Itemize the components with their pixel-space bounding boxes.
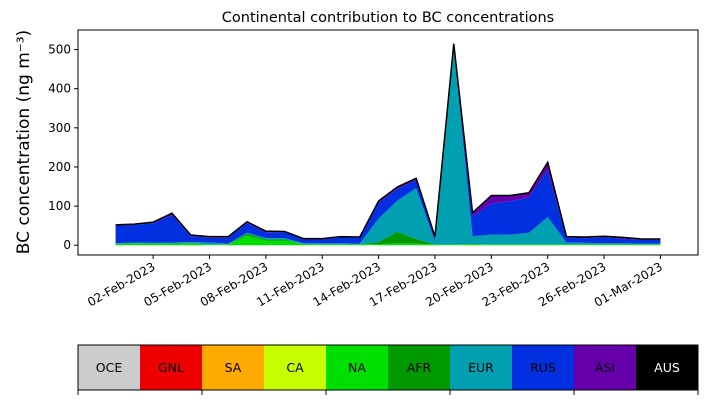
legend-label: OCE [96, 360, 123, 375]
y-tick-label: 200 [48, 160, 71, 174]
legend-label: SA [225, 360, 242, 375]
legend-swatch-oce [78, 345, 141, 390]
legend-label: NA [348, 360, 366, 375]
legend-swatch-na [326, 345, 389, 390]
legend-swatch-eur [450, 345, 513, 390]
legend-swatch-sa [202, 345, 265, 390]
plot-frame [77, 29, 699, 256]
y-axis-label: BC concentration (ng m⁻³) [14, 30, 34, 254]
legend-label: ASI [595, 360, 615, 375]
legend-label: GNL [158, 360, 184, 375]
legend-swatch-asi [574, 345, 637, 390]
legend-label: EUR [468, 360, 494, 375]
y-tick-label: 0 [63, 238, 71, 252]
area-rus [115, 44, 661, 244]
y-tick-label: 400 [48, 82, 71, 96]
area-na [115, 235, 661, 246]
y-tick-label: 100 [48, 199, 71, 213]
area-afr [115, 231, 661, 245]
legend-frame [77, 344, 699, 391]
total-line [115, 43, 661, 240]
legend-label: RUS [530, 360, 556, 375]
legend-label: AUS [654, 360, 680, 375]
legend-swatch-afr [388, 345, 451, 390]
legend-label: CA [286, 360, 304, 375]
legend: OCE GNL SA CA NA AFR EUR RUS ASI AUS [77, 344, 699, 395]
y-axis: 0 100 200 300 400 500 [48, 43, 78, 252]
legend-swatch-ca [264, 345, 327, 390]
legend-swatch-gnl [140, 345, 203, 390]
stacked-areas [115, 43, 661, 246]
y-tick-label: 300 [48, 121, 71, 135]
legend-swatch-aus [636, 345, 699, 390]
area-eur [115, 46, 661, 245]
legend-swatch-rus [512, 345, 575, 390]
y-tick-label: 500 [48, 43, 71, 57]
legend-label: AFR [407, 360, 432, 375]
chart-title: Continental contribution to BC concentra… [222, 10, 554, 26]
x-axis: 02-Feb-202305-Feb-202308-Feb-202311-Feb-… [85, 255, 665, 310]
